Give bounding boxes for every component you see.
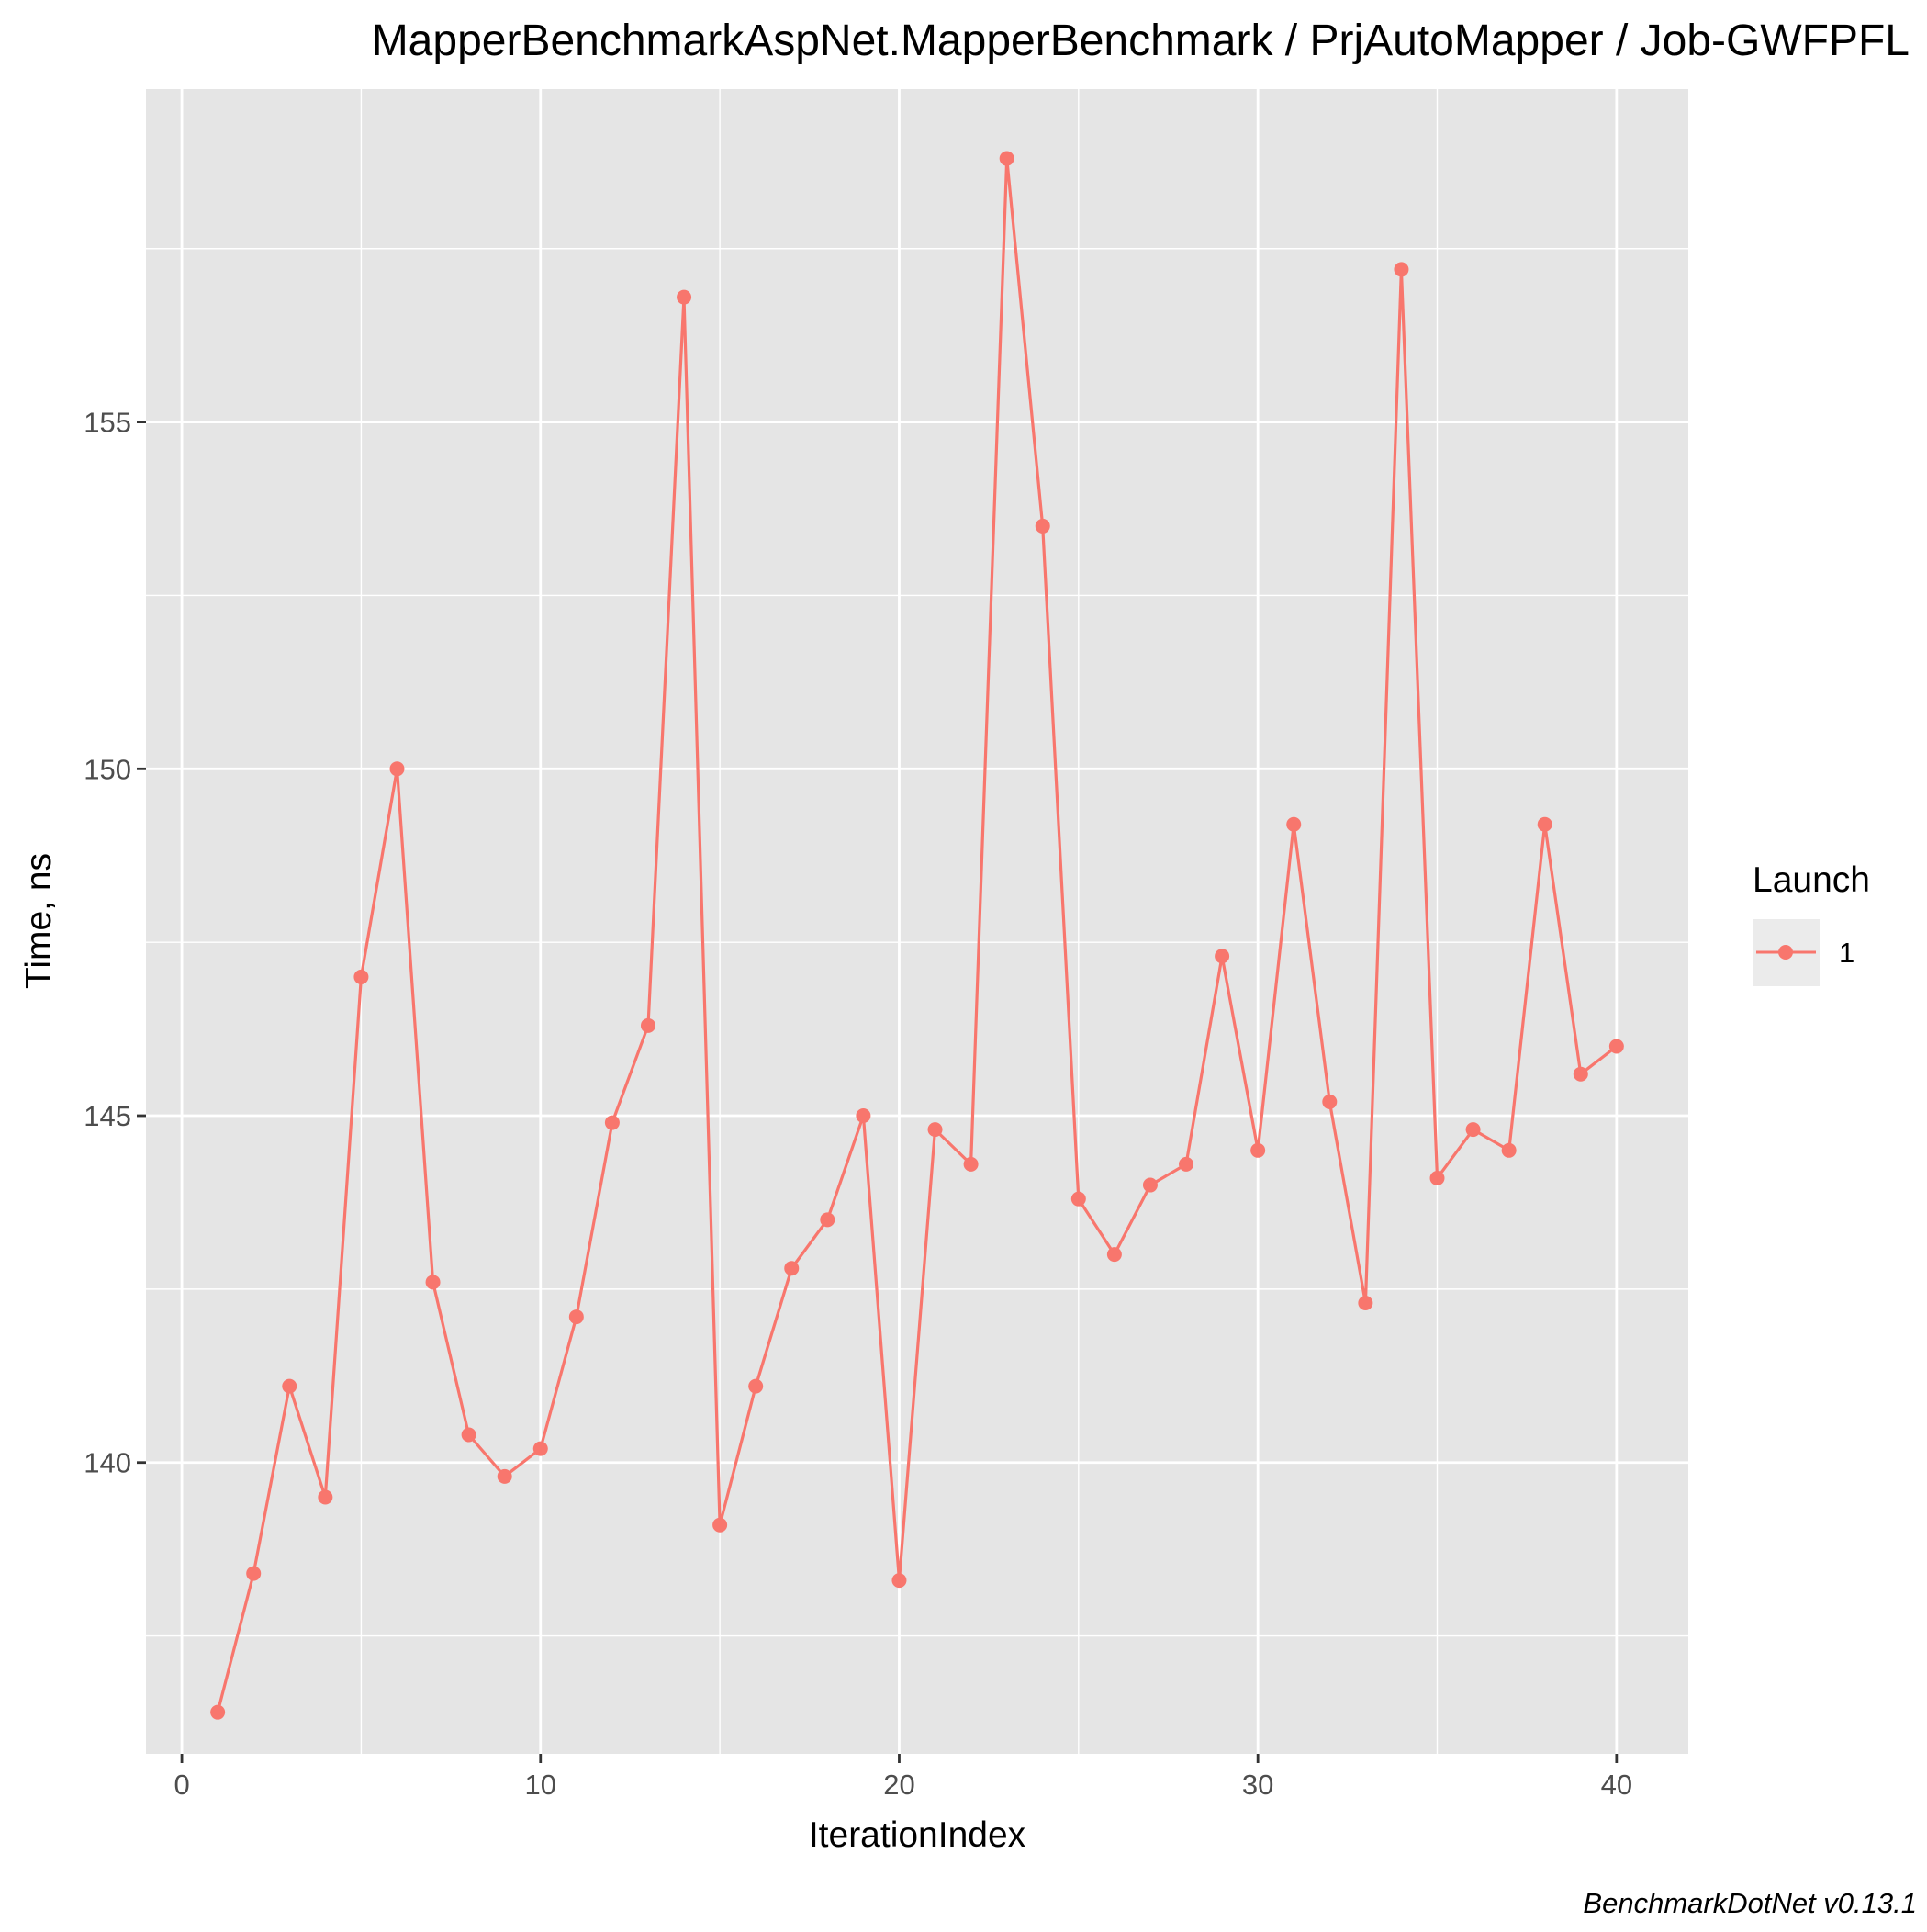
plot-panel [146, 89, 1688, 1754]
data-point [246, 1566, 262, 1581]
legend-item-label: 1 [1839, 937, 1854, 969]
data-point [1035, 518, 1050, 534]
data-point [1465, 1122, 1481, 1138]
minor-gridlines [146, 89, 1688, 1754]
data-point [1070, 1191, 1086, 1207]
data-point [1573, 1066, 1588, 1082]
y-axis: 140 145 150 155 [84, 407, 146, 1479]
data-point [318, 1489, 333, 1505]
data-point [1429, 1171, 1445, 1186]
y-tick-label: 140 [84, 1447, 131, 1479]
x-tick-label: 0 [174, 1769, 189, 1801]
data-point [1179, 1156, 1194, 1172]
data-point [1608, 1039, 1624, 1054]
data-point [927, 1122, 943, 1138]
data-point [856, 1108, 871, 1124]
data-point [1358, 1295, 1373, 1310]
x-axis: 0 10 20 30 40 [174, 1754, 1632, 1801]
data-point [677, 289, 692, 305]
legend-title: Launch [1753, 860, 1870, 900]
data-point [1106, 1247, 1122, 1263]
data-point [640, 1017, 655, 1033]
data-point [1286, 816, 1302, 832]
chart-title: MapperBenchmarkAspNet.MapperBenchmark / … [372, 17, 1910, 65]
data-point [532, 1441, 548, 1456]
legend-key-point [1778, 945, 1793, 960]
x-tick-label: 30 [1242, 1769, 1273, 1801]
series-layer [210, 151, 1624, 1720]
data-point [748, 1378, 764, 1394]
data-point [1537, 816, 1552, 832]
y-tick-label: 150 [84, 753, 131, 785]
data-point [353, 969, 369, 984]
y-axis-title: Time, ns [19, 853, 59, 989]
data-point [1322, 1094, 1338, 1109]
data-point [712, 1517, 728, 1533]
data-point [891, 1573, 907, 1589]
data-point [963, 1156, 979, 1172]
data-point [1501, 1142, 1517, 1158]
x-tick-label: 10 [525, 1769, 556, 1801]
data-point [568, 1309, 584, 1325]
y-tick-label: 155 [84, 407, 131, 439]
data-point [1215, 949, 1230, 964]
x-tick-label: 40 [1601, 1769, 1632, 1801]
data-point [425, 1275, 441, 1290]
data-point [999, 151, 1014, 166]
data-point [1394, 262, 1409, 277]
x-tick-label: 20 [883, 1769, 914, 1801]
data-point [497, 1468, 512, 1484]
data-point [389, 761, 405, 777]
x-axis-title: IterationIndex [809, 1815, 1026, 1855]
y-tick-label: 145 [84, 1100, 131, 1132]
series-line [216, 156, 1618, 1713]
data-point [210, 1704, 226, 1720]
data-point [1250, 1142, 1266, 1158]
data-point [461, 1427, 476, 1443]
data-point [1142, 1177, 1158, 1193]
caption: BenchmarkDotNet v0.13.1 [1583, 1887, 1917, 1919]
legend: Launch 1 [1753, 860, 1870, 986]
data-point [604, 1115, 620, 1130]
data-point [820, 1212, 835, 1228]
data-point [282, 1378, 297, 1394]
data-point [784, 1261, 800, 1276]
